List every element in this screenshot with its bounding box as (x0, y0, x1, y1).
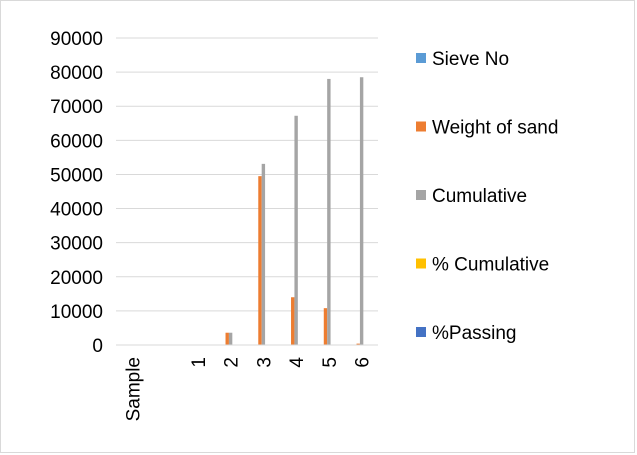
gridlines (116, 37, 378, 312)
y-tick-label: 0 (92, 336, 103, 357)
x-tick-label: 5 (320, 357, 341, 368)
legend-entry: % Cumulative (432, 255, 549, 276)
bar (327, 78, 331, 345)
bar (258, 176, 262, 345)
legend-entry: Sieve No (432, 49, 509, 70)
x-tick-label: Sample (123, 357, 144, 421)
y-tick-label: 30000 (50, 234, 103, 255)
bar (356, 343, 360, 345)
bar (359, 77, 364, 345)
x-tick-label: 2 (222, 357, 243, 368)
legend-swatch (416, 121, 426, 132)
y-tick-label: 60000 (50, 131, 103, 152)
y-tick-label: 80000 (50, 63, 103, 84)
bar (294, 115, 298, 345)
bar (225, 332, 229, 345)
y-axis-tick-labels: 0 10000 20000 30000 40000 50000 60000 70000 8000… (50, 29, 103, 357)
x-axis-tick-labels: Sample 1 2 3 4 5 6 (123, 357, 373, 422)
x-tick-label: 6 (353, 357, 374, 368)
y-tick-label: 40000 (50, 200, 103, 221)
bar (228, 332, 233, 345)
x-tick-label: 4 (287, 357, 308, 368)
bars (225, 77, 364, 345)
legend-entry: %Passing (432, 323, 517, 344)
y-tick-label: 70000 (50, 97, 103, 118)
legend-swatch (416, 258, 426, 269)
bar (291, 297, 295, 345)
legend-entry: Cumulative (432, 186, 527, 207)
x-tick-label: 3 (254, 357, 275, 368)
y-tick-label: 10000 (50, 302, 103, 323)
legend-entry: Weight of sand (432, 118, 558, 139)
y-tick-label: 90000 (50, 29, 103, 50)
bar (323, 308, 328, 345)
bar (261, 163, 266, 345)
legend: Sieve No Weight of sand Cumulative % Cumula… (416, 49, 558, 344)
legend-swatch (416, 190, 426, 200)
y-tick-label: 50000 (50, 165, 103, 186)
y-tick-label: 20000 (50, 268, 103, 289)
x-tick-label: 1 (189, 357, 210, 368)
legend-swatch (416, 53, 426, 63)
legend-swatch (416, 327, 426, 337)
